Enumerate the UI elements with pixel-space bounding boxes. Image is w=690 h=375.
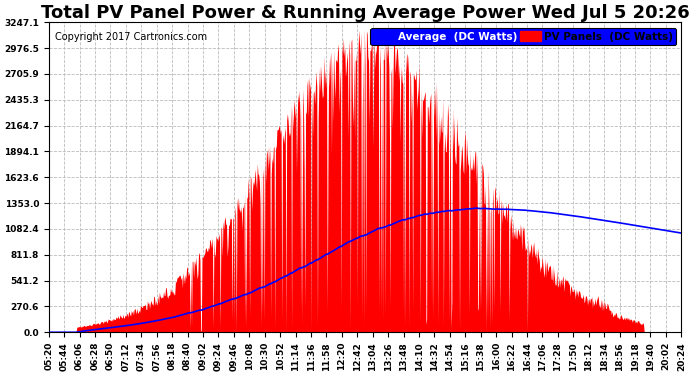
Text: Copyright 2017 Cartronics.com: Copyright 2017 Cartronics.com bbox=[55, 32, 207, 42]
Title: Total PV Panel Power & Running Average Power Wed Jul 5 20:26: Total PV Panel Power & Running Average P… bbox=[41, 4, 689, 22]
Legend: Average  (DC Watts), PV Panels  (DC Watts): Average (DC Watts), PV Panels (DC Watts) bbox=[371, 27, 676, 45]
